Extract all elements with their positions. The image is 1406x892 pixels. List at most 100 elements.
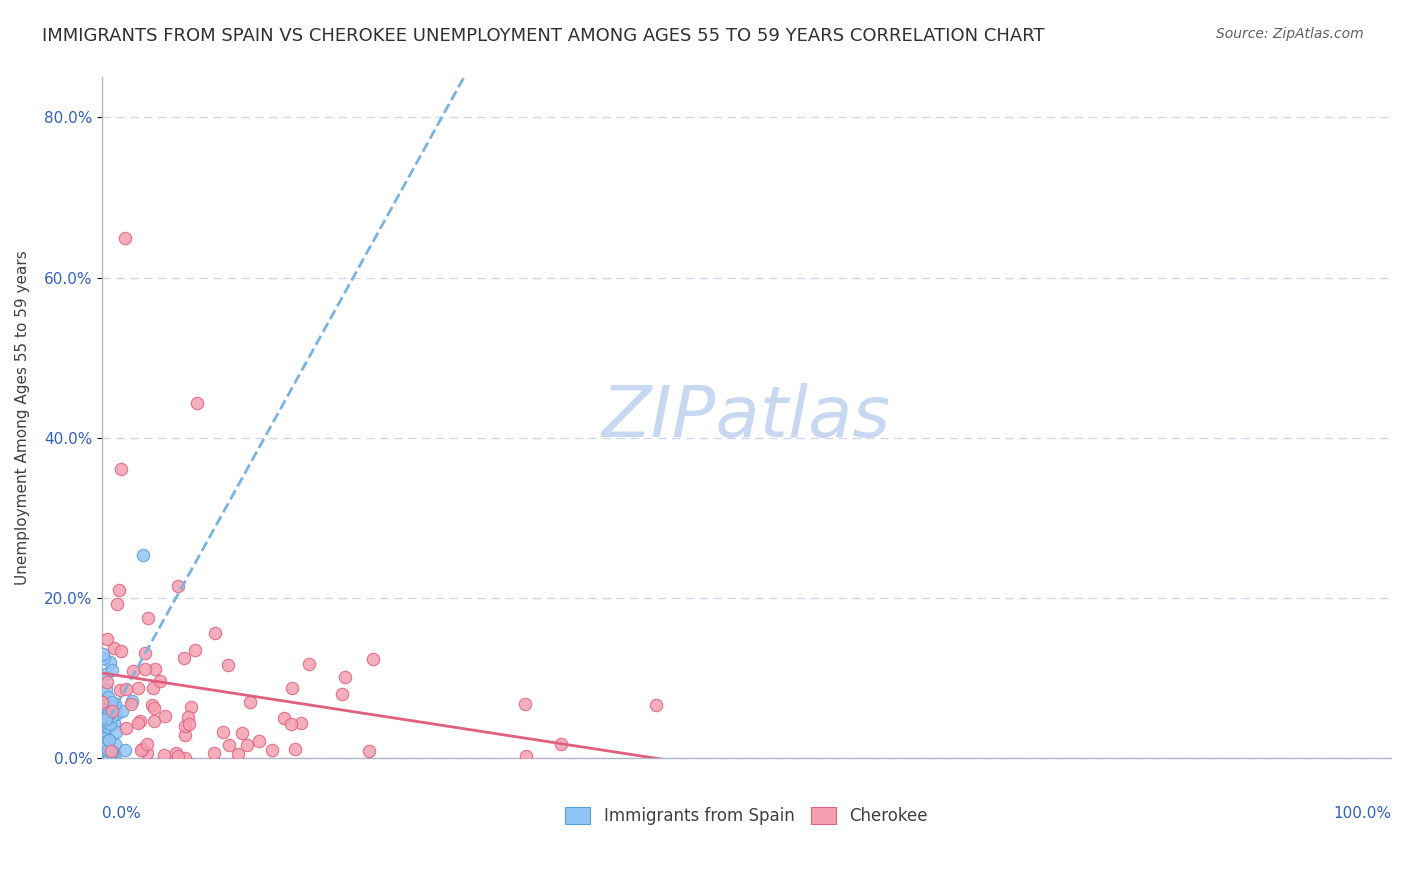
- Point: [91, 731, 114, 746]
- Point: [132, 548, 155, 562]
- Point: [290, 715, 312, 730]
- Point: [101, 695, 124, 709]
- Point: [101, 709, 124, 723]
- Point: [235, 739, 257, 753]
- Point: [142, 701, 165, 715]
- Point: [284, 741, 307, 756]
- Point: [120, 697, 142, 711]
- Point: [177, 717, 200, 731]
- Text: Source: ZipAtlas.com: Source: ZipAtlas.com: [1216, 27, 1364, 41]
- Point: [103, 640, 125, 655]
- Point: [128, 714, 150, 728]
- Point: [110, 683, 132, 698]
- Point: [177, 710, 200, 724]
- Point: [153, 748, 176, 763]
- Point: [94, 733, 117, 747]
- Point: [127, 715, 149, 730]
- Point: [93, 651, 115, 665]
- Point: [96, 675, 118, 690]
- Point: [101, 747, 124, 761]
- Point: [149, 674, 172, 689]
- Point: [121, 664, 143, 678]
- Point: [96, 632, 118, 646]
- Point: [110, 462, 132, 476]
- Point: [202, 746, 225, 760]
- Point: [94, 710, 117, 724]
- Point: [114, 743, 136, 757]
- Point: [97, 690, 120, 704]
- Point: [97, 720, 120, 734]
- Point: [174, 719, 197, 733]
- Point: [330, 687, 353, 701]
- Point: [114, 681, 136, 696]
- Point: [280, 716, 302, 731]
- Point: [184, 643, 207, 657]
- Point: [180, 700, 202, 714]
- Point: [142, 681, 165, 696]
- Point: [104, 706, 127, 721]
- Point: [91, 647, 114, 661]
- Text: 100.0%: 100.0%: [1333, 806, 1391, 821]
- Text: 0.0%: 0.0%: [103, 806, 141, 821]
- Point: [96, 734, 118, 748]
- Point: [103, 746, 125, 760]
- Point: [173, 650, 195, 665]
- Point: [212, 725, 235, 739]
- Point: [101, 663, 124, 677]
- Point: [108, 583, 131, 598]
- Text: ZIPatlas: ZIPatlas: [602, 384, 891, 452]
- Point: [143, 714, 166, 729]
- Point: [97, 714, 120, 728]
- Point: [335, 670, 357, 684]
- Point: [96, 745, 118, 759]
- Point: [96, 738, 118, 752]
- Point: [143, 662, 166, 676]
- Point: [94, 740, 117, 755]
- Point: [273, 711, 295, 725]
- Point: [94, 681, 117, 696]
- Point: [645, 698, 668, 712]
- Point: [93, 697, 115, 711]
- Point: [104, 698, 127, 712]
- Point: [104, 738, 127, 752]
- Point: [104, 747, 127, 761]
- Point: [100, 744, 122, 758]
- Point: [131, 743, 153, 757]
- Y-axis label: Unemployment Among Ages 55 to 59 years: Unemployment Among Ages 55 to 59 years: [15, 251, 30, 585]
- Point: [174, 751, 197, 765]
- Point: [134, 662, 156, 676]
- Point: [141, 698, 163, 713]
- Point: [281, 681, 304, 696]
- Point: [231, 726, 253, 740]
- Point: [98, 717, 121, 731]
- Point: [110, 644, 132, 658]
- Point: [167, 579, 190, 593]
- Point: [186, 396, 208, 410]
- Point: [105, 597, 128, 611]
- Point: [515, 749, 537, 764]
- Point: [136, 611, 159, 625]
- Point: [260, 743, 283, 757]
- Point: [153, 709, 176, 723]
- Point: [94, 712, 117, 726]
- Point: [114, 230, 136, 244]
- Point: [359, 744, 381, 758]
- Point: [98, 698, 121, 713]
- Point: [98, 750, 121, 764]
- Point: [127, 681, 149, 695]
- Point: [217, 658, 239, 673]
- Point: [136, 737, 159, 751]
- Text: IMMIGRANTS FROM SPAIN VS CHEROKEE UNEMPLOYMENT AMONG AGES 55 TO 59 YEARS CORRELA: IMMIGRANTS FROM SPAIN VS CHEROKEE UNEMPL…: [42, 27, 1045, 45]
- Point: [239, 695, 262, 709]
- Point: [111, 704, 134, 718]
- Point: [96, 667, 118, 681]
- Point: [94, 725, 117, 739]
- Point: [165, 746, 187, 760]
- Point: [97, 708, 120, 723]
- Legend: Immigrants from Spain, Cherokee: Immigrants from Spain, Cherokee: [558, 800, 935, 831]
- Point: [131, 742, 153, 756]
- Point: [121, 694, 143, 708]
- Point: [115, 721, 138, 735]
- Point: [98, 732, 121, 747]
- Point: [204, 625, 226, 640]
